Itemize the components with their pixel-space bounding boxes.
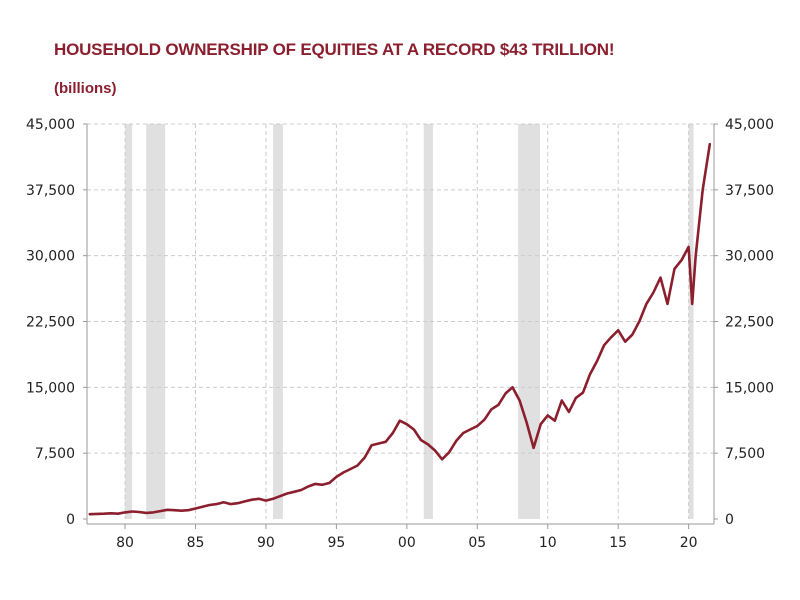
y-tick-label-right: 37,500	[725, 183, 774, 199]
x-tick-label: 95	[327, 535, 345, 551]
gridlines	[87, 123, 714, 519]
recession-band-0	[125, 124, 133, 519]
y-tick-label-left: 0	[66, 512, 75, 528]
y-tick-label-right: 30,000	[725, 249, 774, 265]
y-tick-label-right: 0	[725, 512, 734, 528]
y-tick-label-left: 15,000	[26, 380, 75, 396]
chart-subtitle: (billions)	[54, 80, 117, 97]
y-tick-label-right: 22,500	[725, 315, 774, 331]
x-tick-label: 85	[187, 535, 205, 551]
series-line-0	[88, 142, 712, 516]
series-layer	[88, 142, 712, 516]
y-tick-label-left: 37,500	[26, 183, 75, 199]
recession-band-1	[146, 124, 166, 519]
y-tick-label-left: 7,500	[35, 446, 75, 462]
recession-band-3	[423, 124, 433, 519]
x-tick-label: 90	[257, 535, 275, 551]
x-tick-label: 20	[680, 535, 698, 551]
y-tick-label-right: 7,500	[725, 446, 765, 462]
x-tick-label: 10	[539, 535, 557, 551]
x-tick-label: 15	[609, 535, 627, 551]
y-tick-label-left: 22,500	[26, 315, 75, 331]
x-tick-label: 00	[398, 535, 416, 551]
x-tick-label: 05	[468, 535, 486, 551]
y-tick-label-right: 45,000	[725, 117, 774, 133]
y-tick-label-left: 45,000	[26, 117, 75, 133]
y-tick-label-left: 30,000	[26, 249, 75, 265]
chart-title: HOUSEHOLD OWNERSHIP OF EQUITIES AT A REC…	[54, 40, 615, 59]
y-tick-label-right: 15,000	[725, 380, 774, 396]
x-tick-label: 80	[116, 535, 134, 551]
